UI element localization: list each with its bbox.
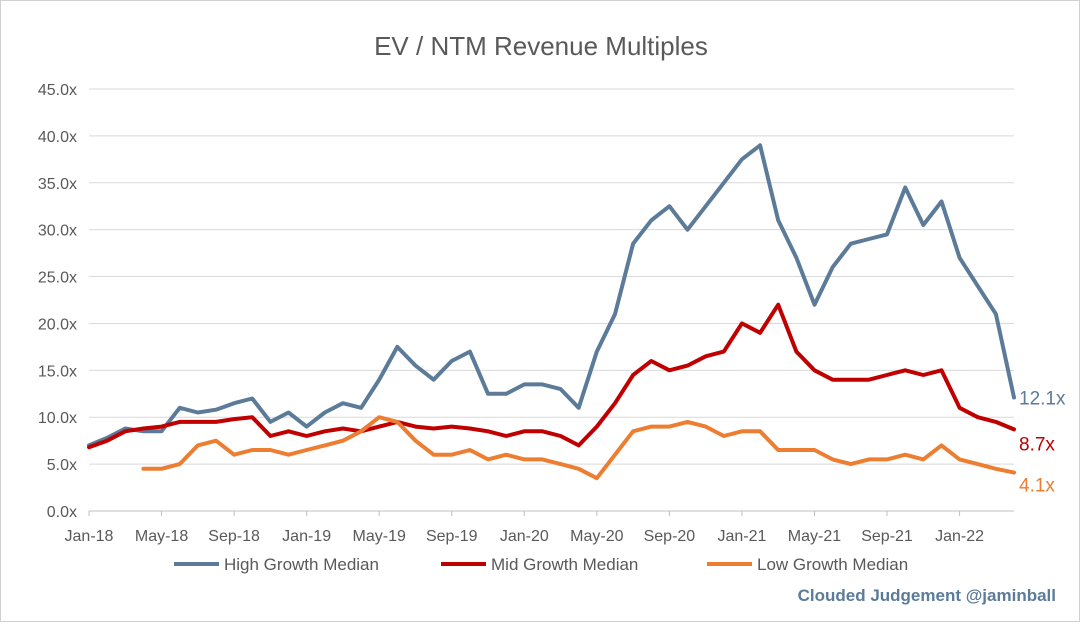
- end-value-label: 12.1x: [1019, 389, 1066, 410]
- y-tick-label: 30.0x: [38, 223, 77, 240]
- legend: High Growth Median Mid Growth Median Low G…: [174, 555, 908, 574]
- x-tick-label: Jan-19: [282, 528, 331, 545]
- x-tick-label: Sep-18: [208, 528, 260, 545]
- x-tick-label: Jan-18: [65, 528, 114, 545]
- y-tick-label: 5.0x: [47, 457, 77, 474]
- y-tick-label: 15.0x: [38, 363, 77, 380]
- x-tick-label: Sep-20: [644, 528, 696, 545]
- y-tick-label: 20.0x: [38, 316, 77, 333]
- y-tick-label: 35.0x: [38, 176, 77, 193]
- legend-label: High Growth Median: [224, 555, 379, 574]
- watermark: Clouded Judgement @jaminball: [798, 586, 1056, 605]
- series-line-low-growth-median: [141, 415, 1016, 481]
- chart-title: EV / NTM Revenue Multiples: [374, 31, 708, 61]
- y-tick-label: 45.0x: [38, 82, 77, 99]
- legend-label: Mid Growth Median: [491, 555, 638, 574]
- y-tick-label: 25.0x: [38, 270, 77, 287]
- series-line-high-growth-median: [87, 143, 1016, 448]
- end-value-label: 4.1x: [1019, 476, 1055, 497]
- x-tick-label: Sep-19: [426, 528, 478, 545]
- y-tick-label: 10.0x: [38, 410, 77, 427]
- x-tick-label: Sep-21: [861, 528, 913, 545]
- series-line-mid-growth-median: [87, 302, 1016, 450]
- y-tick-label: 40.0x: [38, 129, 77, 146]
- x-tick-label: May-21: [788, 528, 841, 545]
- end-labels: 12.1x 8.7x 4.1x: [1019, 389, 1066, 497]
- y-tick-label: 0.0x: [47, 504, 77, 521]
- x-tick-label: May-20: [570, 528, 623, 545]
- series-lines: [87, 143, 1016, 481]
- x-tick-label: Jan-22: [935, 528, 984, 545]
- end-value-label: 8.7x: [1019, 434, 1055, 455]
- x-tick-label: Jan-21: [717, 528, 766, 545]
- legend-label: Low Growth Median: [757, 555, 908, 574]
- x-tick-label: May-18: [135, 528, 188, 545]
- x-tick-label: May-19: [353, 528, 406, 545]
- x-tick-label: Jan-20: [500, 528, 549, 545]
- axes: 0.0x 5.0x 10.0x 15.0x 20.0x 25.0x 30.0x 35.0x 40…: [38, 82, 984, 545]
